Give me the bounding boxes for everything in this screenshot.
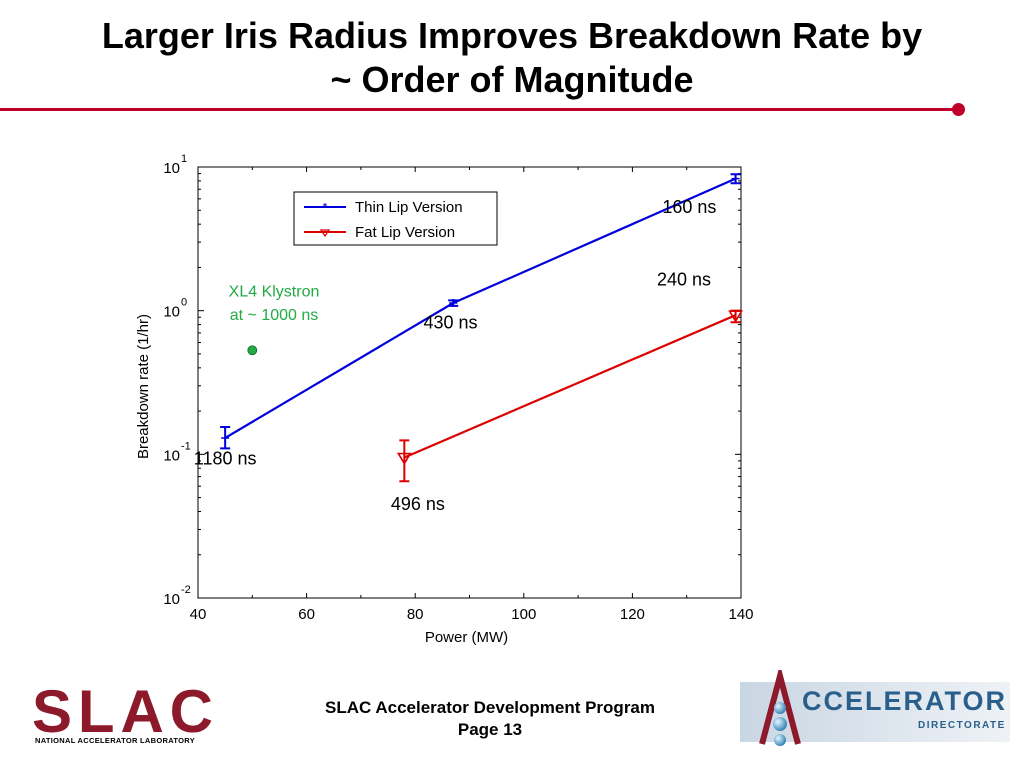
x-axis-label: Power (MW) — [425, 629, 508, 646]
series-thin-lip-version — [220, 173, 741, 450]
footer-program: SLAC Accelerator Development Program — [324, 698, 656, 717]
y-tick-exponent: 0 — [181, 297, 187, 309]
legend-label: Fat Lip Version — [355, 224, 455, 241]
footer-page-number: Page 13 — [457, 720, 523, 739]
logo-ball — [774, 702, 786, 714]
series-fat-lip-version — [396, 309, 743, 483]
annotation-label: 496 ns — [391, 494, 445, 514]
series-line — [403, 314, 737, 459]
logo-word: CCELERATOR — [802, 686, 1007, 716]
chart-annotations: 160 ns 240 ns 430 ns 1180 ns 496 ns XL4 Klyst… — [194, 197, 717, 514]
x-tick-label: 140 — [728, 606, 753, 623]
annotation-label: 430 ns — [423, 313, 477, 333]
y-tick-label: 10 — [163, 447, 180, 464]
y-axis-label: Breakdown rate (1/hr) — [135, 314, 152, 459]
x-tick-label: 60 — [298, 606, 315, 623]
slac-logo: SLAC — [32, 678, 213, 745]
slide-title-line1: Larger Iris Radius Improves Breakdown Ra… — [101, 15, 923, 56]
legend-label: Thin Lip Version — [355, 199, 463, 216]
klystron-point — [247, 345, 258, 356]
title-rule-dot — [952, 103, 965, 116]
y-tick-label: 10 — [163, 591, 180, 608]
chart-legend: Thin Lip Version Fat Lip Version — [293, 191, 498, 246]
slide-title-line2: ~ Order of Magnitude — [330, 59, 694, 100]
slac-logo-subtitle: NATIONAL ACCELERATOR LABORATORY — [35, 736, 195, 745]
data-point-marker — [728, 310, 743, 323]
legend-box — [293, 191, 498, 246]
logo-subword: DIRECTORATE — [918, 720, 1006, 731]
data-point-marker — [221, 433, 230, 442]
footer-text: SLAC Accelerator Development Program Pag… — [280, 697, 700, 741]
slide-title: Larger Iris Radius Improves Breakdown Ra… — [30, 14, 994, 102]
legend-marker — [323, 203, 327, 207]
error-bar — [399, 439, 410, 483]
legend-marker — [319, 229, 331, 238]
annotation-label: 1180 ns — [194, 448, 257, 468]
y-tick-exponent: -1 — [181, 440, 191, 452]
x-tick-label: 40 — [190, 606, 207, 623]
x-tick-label: 80 — [407, 606, 424, 623]
x-tick-label: 100 — [511, 606, 536, 623]
annotation-label: at ~ 1000 ns — [230, 307, 319, 324]
annotation-label: XL4 Klystron — [229, 284, 320, 301]
data-point-marker — [731, 174, 740, 183]
x-tick-label: 120 — [620, 606, 645, 623]
accelerator-directorate-logo: CCELERATOR DIRECTORATE — [740, 670, 1010, 746]
logo-ball — [773, 717, 787, 731]
title-rule — [0, 108, 958, 111]
y-tick-label: 10 — [163, 304, 180, 321]
logo-ball — [774, 734, 786, 746]
annotation-label: 240 ns — [657, 269, 711, 289]
data-point-marker — [449, 299, 458, 308]
annotation-label: 160 ns — [662, 197, 716, 217]
slac-logo-text: SLAC — [32, 678, 212, 745]
logo-letter-a — [759, 670, 801, 745]
y-tick-exponent: 1 — [181, 153, 187, 165]
data-point-marker — [396, 452, 412, 466]
chart-series — [220, 173, 743, 483]
y-tick-exponent: -2 — [181, 584, 191, 596]
y-tick-label: 10 — [163, 160, 180, 177]
